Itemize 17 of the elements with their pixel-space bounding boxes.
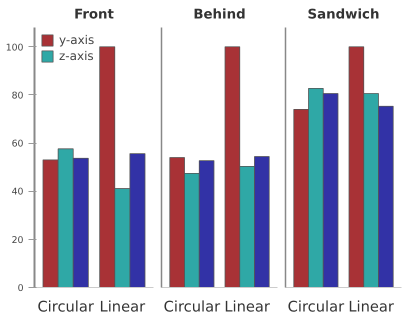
y-tick-label: 40 bbox=[12, 186, 24, 198]
x-tick-label: Circular bbox=[37, 298, 95, 316]
y-tick-label: 60 bbox=[12, 138, 24, 150]
y-tick-label: 20 bbox=[12, 234, 24, 246]
x-tick-label: Circular bbox=[288, 298, 346, 316]
chart-title: Front bbox=[74, 8, 115, 22]
legend-label: z-axis bbox=[59, 49, 94, 63]
x-tick-label: Linear bbox=[100, 298, 146, 316]
x-tick-label: Linear bbox=[224, 298, 271, 316]
chart-title: Sandwich bbox=[308, 8, 380, 22]
legend-label: y-axis bbox=[59, 33, 94, 47]
chart-title: Behind bbox=[193, 8, 246, 22]
x-tick-label: Circular bbox=[164, 298, 222, 316]
y-tick-label: 0 bbox=[18, 283, 24, 294]
x-tick-label: Linear bbox=[348, 298, 395, 316]
y-tick-label: 100 bbox=[6, 42, 24, 54]
y-tick-label: 80 bbox=[12, 90, 24, 102]
